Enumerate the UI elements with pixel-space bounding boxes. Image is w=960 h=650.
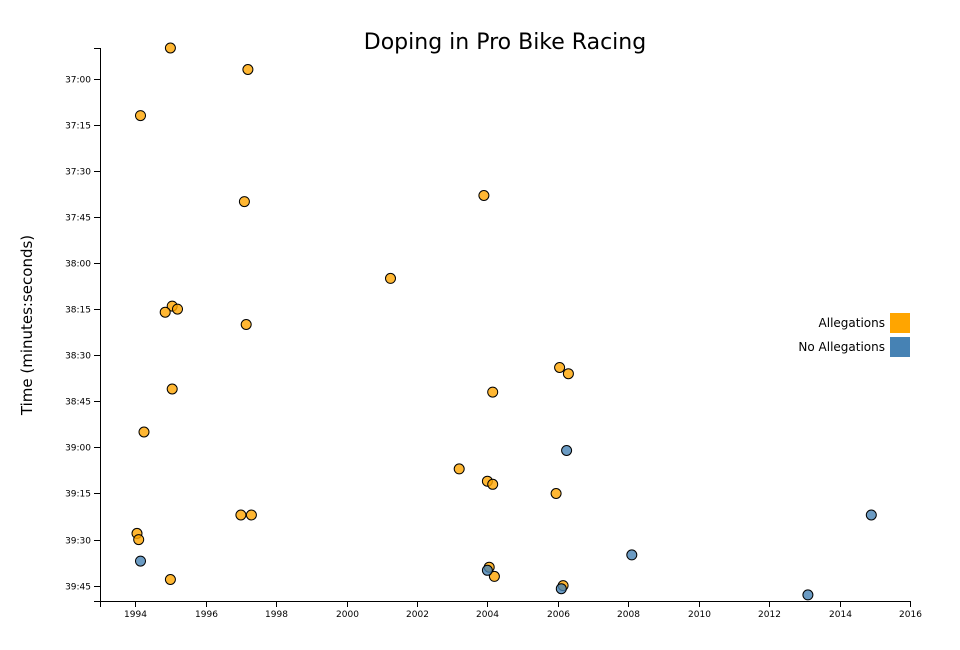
data-point-allegations[interactable]	[242, 64, 254, 75]
data-point-allegations[interactable]	[159, 306, 171, 318]
data-point-allegations[interactable]	[487, 386, 499, 398]
data-point-allegations[interactable]	[487, 478, 499, 490]
legend: Allegations No Allegations	[798, 313, 910, 357]
y-tick-label: 37:00	[65, 76, 91, 86]
x-tick-label: 2014	[829, 610, 852, 620]
data-point-allegations[interactable]	[164, 42, 176, 54]
data-point-allegations[interactable]	[240, 319, 252, 330]
x-tick-label: 2006	[547, 610, 570, 620]
x-tick-label: 2016	[899, 610, 922, 620]
data-point-allegations[interactable]	[550, 488, 562, 499]
y-tick-label: 39:00	[65, 444, 91, 454]
data-point-allegations[interactable]	[138, 426, 150, 438]
x-tick-label: 2012	[758, 610, 781, 620]
data-point-allegations[interactable]	[135, 110, 146, 122]
data-points	[131, 42, 877, 601]
x-tick-label: 1994	[124, 610, 147, 620]
data-point-no-allegations[interactable]	[626, 549, 638, 561]
x-axis-line	[100, 601, 911, 607]
data-point-allegations[interactable]	[166, 383, 178, 395]
x-tick-label: 2000	[336, 610, 359, 620]
chart-title: Doping in Pro Bike Racing	[364, 30, 646, 55]
data-point-no-allegations[interactable]	[481, 564, 493, 576]
data-point-allegations[interactable]	[133, 534, 145, 546]
legend-label: No Allegations	[798, 340, 885, 354]
x-tick-label: 2002	[406, 610, 429, 620]
y-tick-label: 39:30	[65, 537, 91, 547]
x-tick-label: 2008	[617, 610, 640, 620]
legend-label: Allegations	[819, 316, 885, 330]
x-tick-label: 2010	[688, 610, 711, 620]
y-tick-label: 39:45	[65, 583, 91, 593]
axes: 37:00 37:15 37:30 37:45 38:00 38:15 38:30 38:45…	[65, 48, 922, 620]
data-point-allegations[interactable]	[164, 574, 176, 585]
data-point-no-allegations[interactable]	[802, 589, 814, 601]
y-tick-label: 37:15	[65, 122, 91, 132]
x-tick-label: 2004	[476, 610, 499, 620]
data-point-allegations[interactable]	[245, 509, 257, 521]
data-point-allegations[interactable]	[238, 196, 250, 208]
y-tick-label: 37:30	[65, 168, 91, 178]
data-point-no-allegations[interactable]	[561, 445, 573, 456]
data-point-allegations[interactable]	[385, 272, 396, 284]
y-tick-label: 38:15	[65, 306, 91, 316]
y-tick-label: 37:45	[65, 214, 91, 224]
data-point-no-allegations[interactable]	[135, 555, 146, 567]
y-tick-label: 38:45	[65, 398, 91, 408]
x-tick-label: 1996	[195, 610, 218, 620]
y-tick-label: 38:30	[65, 352, 91, 362]
y-axis-label: Time (minutes:seconds)	[18, 235, 36, 416]
legend-swatch	[890, 337, 910, 357]
data-point-allegations[interactable]	[554, 362, 566, 373]
data-point-allegations[interactable]	[453, 463, 465, 475]
y-tick-label: 38:00	[65, 260, 91, 270]
data-point-no-allegations[interactable]	[865, 509, 877, 521]
legend-swatch	[890, 313, 910, 333]
y-tick-label: 39:15	[65, 490, 91, 500]
data-point-no-allegations[interactable]	[555, 583, 567, 595]
y-axis-line	[94, 48, 101, 602]
data-point-allegations[interactable]	[488, 570, 500, 582]
data-point-allegations[interactable]	[562, 368, 574, 380]
data-point-allegations[interactable]	[235, 509, 247, 521]
x-tick-label: 1998	[265, 610, 288, 620]
data-point-allegations[interactable]	[172, 303, 183, 315]
data-point-allegations[interactable]	[478, 190, 490, 201]
